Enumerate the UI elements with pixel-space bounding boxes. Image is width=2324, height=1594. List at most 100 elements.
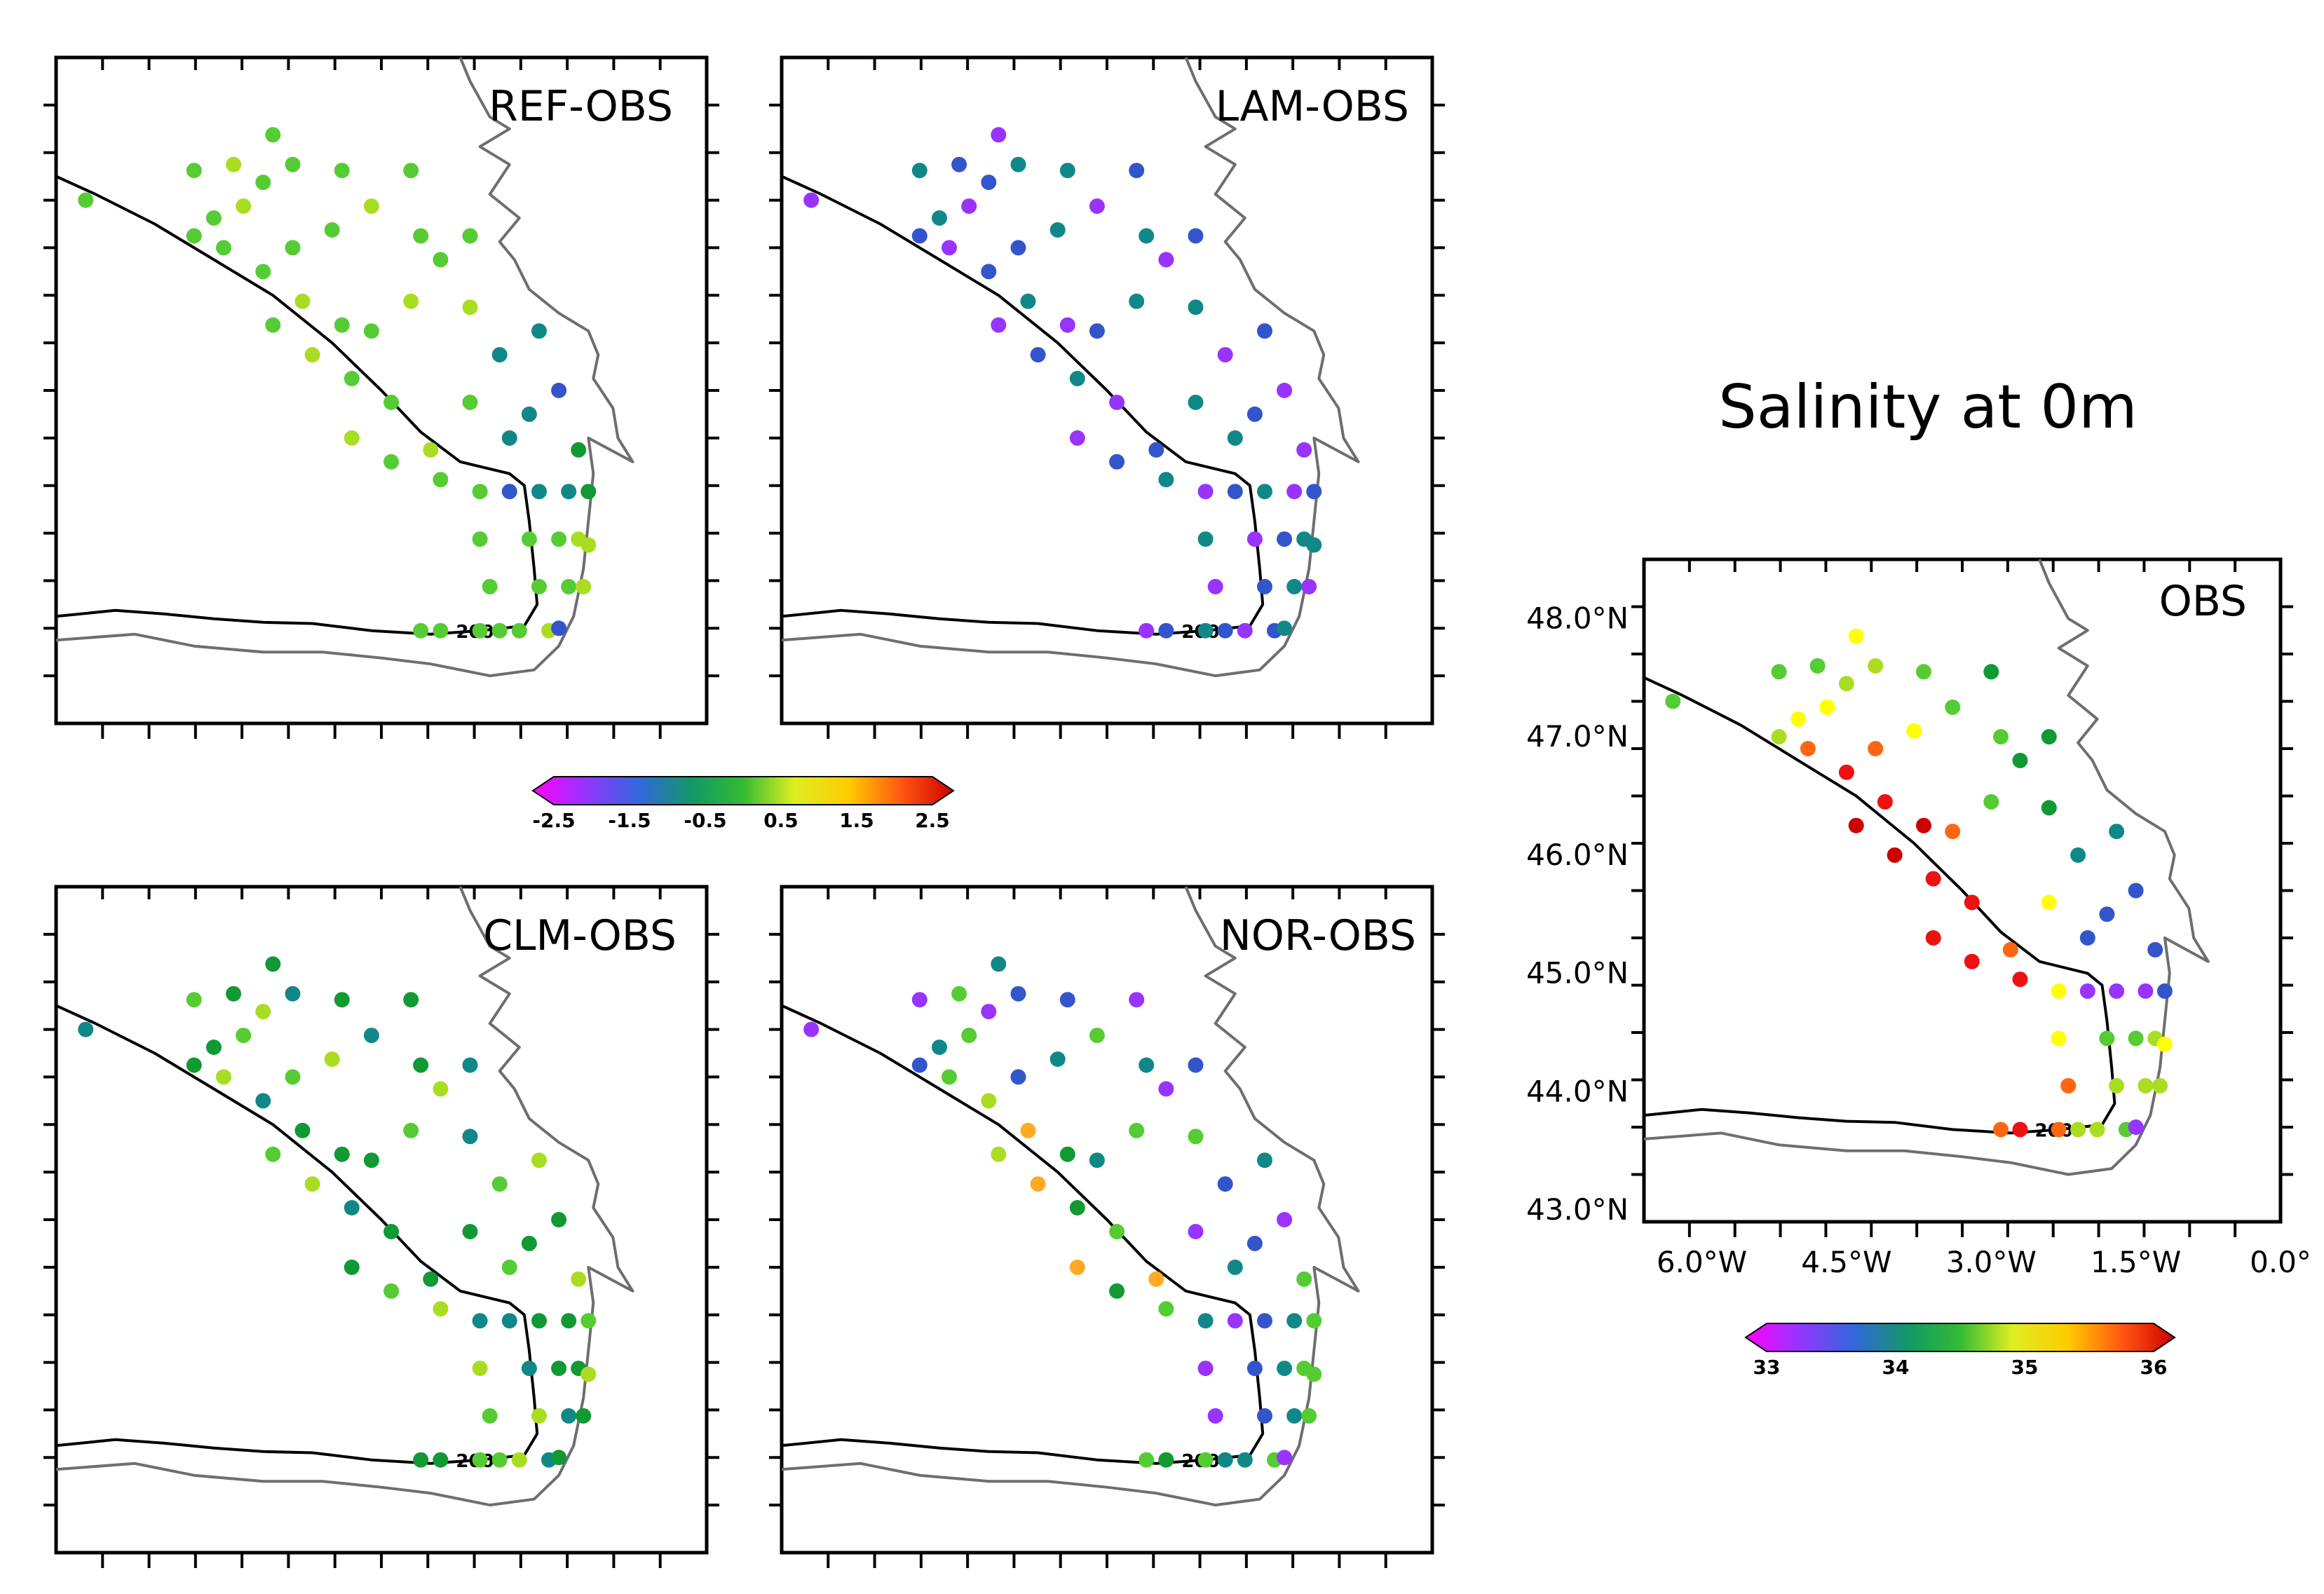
colorbar-tick-label: -2.5 — [532, 809, 575, 832]
station-dot — [1286, 484, 1303, 500]
station-dot — [1306, 1313, 1322, 1329]
station-dot — [551, 620, 567, 636]
panel-ticks — [43, 887, 719, 1568]
station-dot — [2041, 729, 2057, 745]
station-dot — [1983, 664, 1999, 680]
station-dot — [491, 1452, 508, 1468]
station-dot — [803, 1021, 820, 1037]
station-dot — [383, 454, 400, 470]
station-dot — [1838, 764, 1854, 780]
station-dot — [186, 228, 202, 244]
station-dot — [1296, 1271, 1312, 1287]
station-dot — [1197, 531, 1214, 547]
station-dot — [472, 531, 488, 547]
station-dot — [363, 1028, 379, 1044]
station-dot — [2012, 972, 2028, 988]
station-dot — [551, 1361, 567, 1377]
station-dot — [1030, 1176, 1046, 1192]
station-dot — [324, 1051, 340, 1067]
station-dot — [911, 1057, 927, 1073]
station-dot — [1197, 1452, 1214, 1468]
station-dot — [363, 198, 379, 214]
station-dot — [1158, 472, 1174, 488]
station-dot — [413, 1057, 429, 1073]
station-dot — [1158, 1452, 1174, 1468]
station-dot — [580, 484, 597, 500]
station-dot — [334, 317, 350, 333]
station-dot — [961, 1028, 977, 1044]
station-dot — [1771, 729, 1787, 745]
station-dot — [981, 1004, 997, 1020]
station-dot — [482, 1408, 498, 1424]
station-dot — [1089, 323, 1105, 339]
station-dot — [991, 956, 1007, 972]
station-dot — [1010, 986, 1026, 1002]
station-dot — [1306, 537, 1322, 553]
station-dot — [491, 1176, 508, 1192]
station-dot — [991, 1146, 1007, 1162]
station-dot — [462, 1057, 478, 1073]
obs-colorbar: 33 34 35 36 — [1744, 1323, 2176, 1379]
station-dot — [1139, 622, 1155, 639]
station-dot — [1049, 222, 1066, 238]
diff-colorbar-labels: -2.5 -1.5 -0.5 0.5 1.5 2.5 — [532, 809, 949, 832]
station-dot — [501, 1313, 517, 1329]
lon-tick-label: 6.0°W — [1657, 1245, 1747, 1279]
station-dot — [521, 406, 537, 422]
station-dot — [462, 395, 478, 410]
station-dot — [561, 484, 577, 500]
station-dot — [1197, 1313, 1214, 1329]
station-dot — [531, 1408, 547, 1424]
station-dot — [531, 1313, 547, 1329]
station-dot — [1925, 871, 1941, 887]
station-dot — [2051, 1030, 2067, 1047]
colorbar-tick-label: 1.5 — [839, 809, 874, 832]
station-dot — [206, 210, 222, 226]
station-dot — [2079, 983, 2095, 999]
station-dot — [1020, 1122, 1036, 1138]
station-dot — [334, 163, 350, 179]
station-dot — [1217, 1452, 1233, 1468]
station-dot — [911, 228, 927, 244]
station-dot — [1069, 1259, 1085, 1275]
station-dot — [403, 163, 419, 179]
station-dot — [472, 484, 488, 500]
panel-obs: 200 OBS 48.0°N 47.0°N 46.0°N 45.0°N 44.0°N 43… — [1526, 557, 2311, 1279]
panel-map: 200 — [55, 886, 634, 1507]
station-dot — [2152, 1077, 2168, 1094]
station-dot — [1188, 299, 1204, 315]
station-dot — [981, 1093, 997, 1109]
colorbar-tick-label: 34 — [1882, 1356, 1910, 1379]
station-dot — [226, 986, 242, 1002]
station-dot — [1010, 1069, 1026, 1085]
station-dot — [1158, 1081, 1174, 1097]
station-dot — [1237, 622, 1253, 639]
station-dot — [2156, 1036, 2173, 1052]
station-dot — [433, 1301, 449, 1317]
station-dot — [491, 622, 508, 639]
coastline — [1643, 559, 2210, 1176]
station-dot — [501, 1259, 517, 1275]
station-dot — [571, 1271, 587, 1287]
lat-tick-label: 47.0°N — [1526, 719, 1629, 754]
station-dot — [462, 299, 478, 315]
station-dot — [1109, 395, 1125, 410]
station-dot — [462, 1224, 478, 1239]
station-dot — [1109, 454, 1125, 470]
station-dot — [951, 156, 967, 172]
station-dot — [531, 578, 547, 594]
station-dot — [911, 163, 927, 179]
panel-lam-obs: 200 LAM-OBS — [769, 55, 1445, 739]
station-dot — [1246, 406, 1263, 422]
station-dot — [1868, 741, 1884, 756]
coastline — [781, 886, 1360, 1507]
station-dot — [1819, 699, 1835, 715]
station-dot — [255, 1004, 271, 1020]
station-dot — [1188, 1129, 1204, 1145]
station-dot — [78, 192, 94, 208]
panel-nor-obs: 200 NOR-OBS — [769, 885, 1445, 1568]
colorbar-tick-label: 33 — [1753, 1356, 1781, 1379]
station-dot — [1277, 1361, 1293, 1377]
station-dot — [344, 1200, 360, 1215]
station-dot — [1277, 383, 1293, 398]
